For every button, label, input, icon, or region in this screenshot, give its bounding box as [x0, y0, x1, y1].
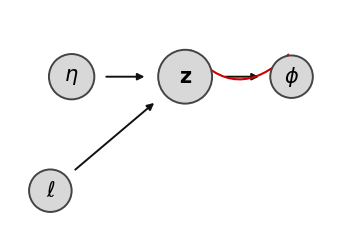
Text: $\ell$: $\ell$: [45, 181, 55, 201]
FancyArrowPatch shape: [191, 50, 288, 79]
Ellipse shape: [49, 54, 94, 99]
Ellipse shape: [270, 55, 313, 98]
Ellipse shape: [158, 50, 212, 104]
Text: $\mathbf{z}$: $\mathbf{z}$: [179, 67, 192, 87]
Text: $\phi$: $\phi$: [284, 65, 299, 89]
Text: $\eta$: $\eta$: [64, 67, 79, 87]
Ellipse shape: [29, 169, 72, 212]
